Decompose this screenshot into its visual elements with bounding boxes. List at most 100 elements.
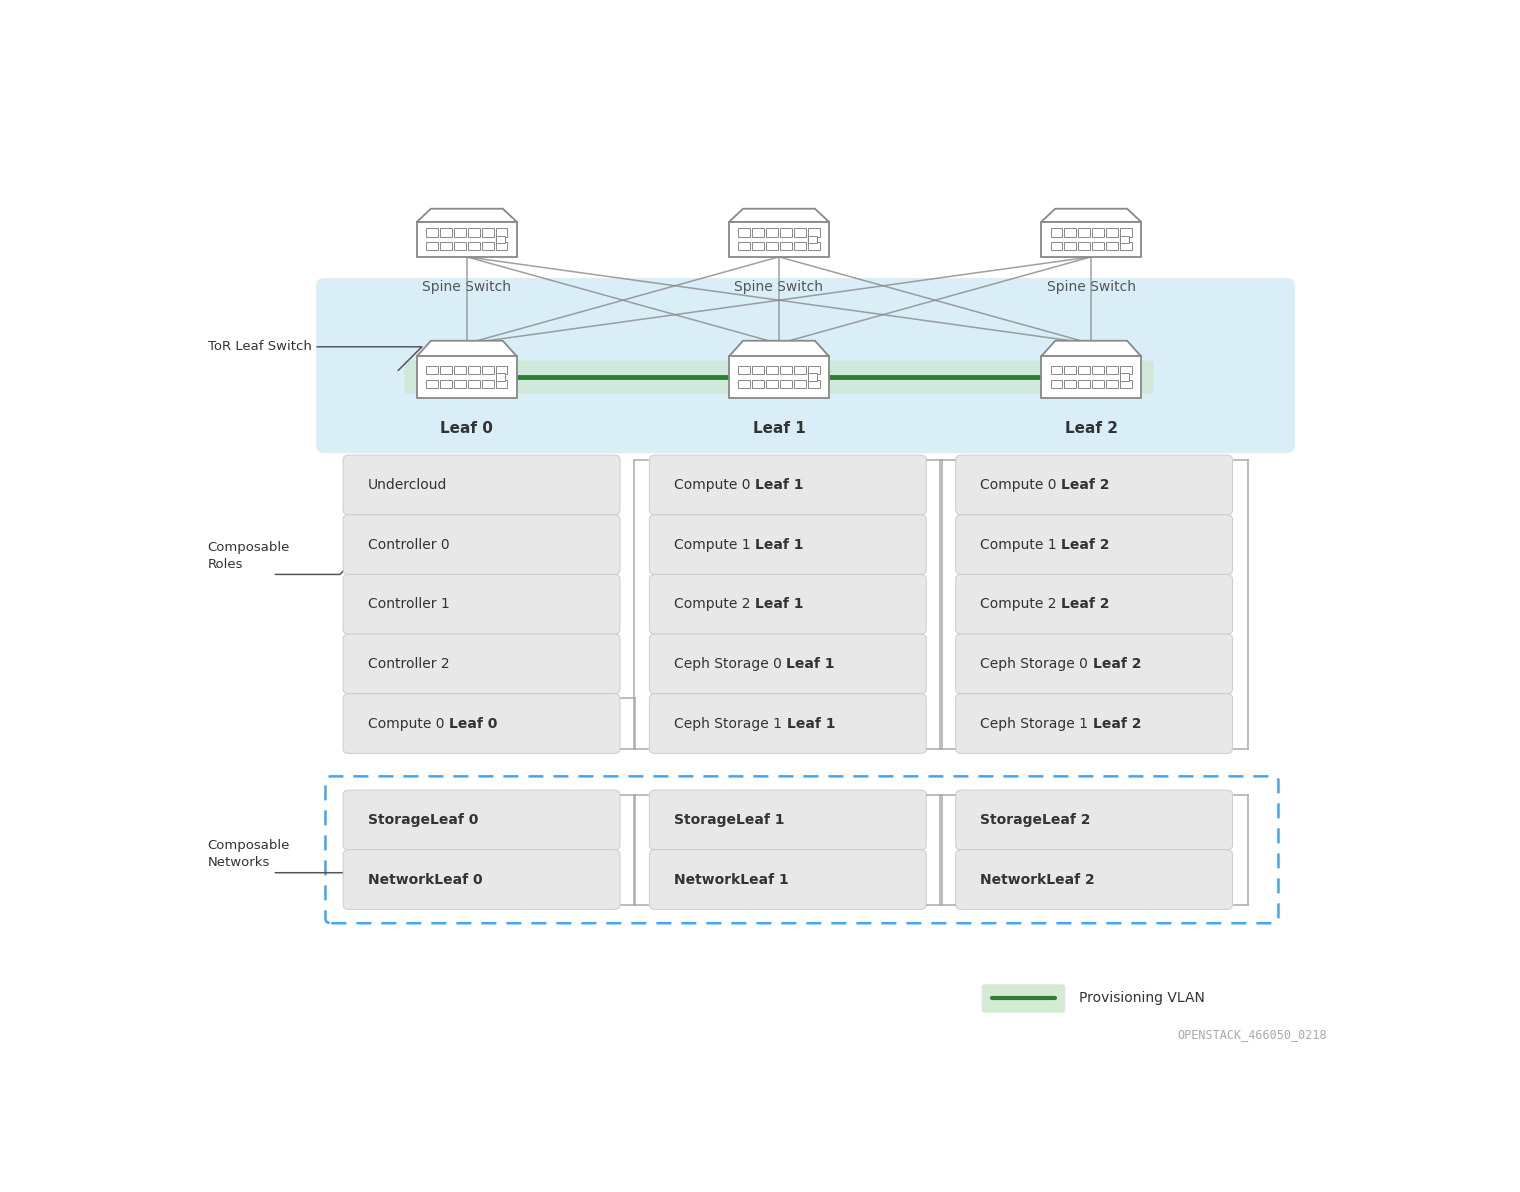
Text: Leaf 2: Leaf 2 (1061, 478, 1110, 492)
FancyBboxPatch shape (649, 850, 926, 909)
FancyBboxPatch shape (780, 242, 792, 250)
FancyBboxPatch shape (482, 229, 494, 237)
FancyBboxPatch shape (807, 366, 819, 374)
FancyBboxPatch shape (1064, 229, 1076, 237)
FancyBboxPatch shape (807, 373, 818, 380)
Text: Leaf 1: Leaf 1 (755, 597, 804, 611)
FancyBboxPatch shape (404, 360, 1154, 393)
Text: Compute 2: Compute 2 (980, 597, 1061, 611)
FancyBboxPatch shape (766, 229, 778, 237)
FancyBboxPatch shape (1107, 229, 1117, 237)
Text: Ceph Storage 1: Ceph Storage 1 (675, 716, 786, 731)
Text: StorageLeaf 1: StorageLeaf 1 (675, 813, 784, 827)
FancyBboxPatch shape (793, 229, 806, 237)
Text: Leaf 2: Leaf 2 (1093, 657, 1142, 671)
Text: Compute 2: Compute 2 (675, 597, 755, 611)
FancyBboxPatch shape (1120, 380, 1132, 389)
Polygon shape (730, 341, 828, 356)
FancyBboxPatch shape (1078, 366, 1090, 374)
FancyBboxPatch shape (454, 242, 465, 250)
Text: Leaf 2: Leaf 2 (1064, 421, 1117, 436)
Text: Leaf 1: Leaf 1 (786, 657, 834, 671)
FancyBboxPatch shape (752, 229, 765, 237)
FancyBboxPatch shape (468, 366, 480, 374)
FancyBboxPatch shape (496, 373, 505, 380)
FancyBboxPatch shape (441, 380, 451, 389)
FancyBboxPatch shape (344, 634, 620, 694)
FancyBboxPatch shape (1107, 366, 1117, 374)
FancyBboxPatch shape (482, 242, 494, 250)
Text: Leaf 1: Leaf 1 (752, 421, 806, 436)
FancyBboxPatch shape (468, 242, 480, 250)
FancyBboxPatch shape (496, 242, 508, 250)
FancyBboxPatch shape (441, 242, 451, 250)
FancyBboxPatch shape (426, 229, 438, 237)
Text: Leaf 2: Leaf 2 (1093, 716, 1142, 731)
FancyBboxPatch shape (752, 242, 765, 250)
Text: Leaf 1: Leaf 1 (786, 716, 834, 731)
FancyBboxPatch shape (1064, 380, 1076, 389)
FancyBboxPatch shape (956, 850, 1233, 909)
FancyBboxPatch shape (766, 366, 778, 374)
FancyBboxPatch shape (426, 380, 438, 389)
FancyBboxPatch shape (1093, 380, 1104, 389)
FancyBboxPatch shape (766, 242, 778, 250)
Text: Spine Switch: Spine Switch (423, 280, 511, 293)
FancyBboxPatch shape (454, 380, 465, 389)
FancyBboxPatch shape (730, 222, 828, 256)
Text: Leaf 1: Leaf 1 (755, 478, 804, 492)
Text: Undercloud: Undercloud (368, 478, 447, 492)
FancyBboxPatch shape (468, 380, 480, 389)
FancyBboxPatch shape (739, 366, 751, 374)
FancyBboxPatch shape (1064, 366, 1076, 374)
FancyBboxPatch shape (982, 985, 1066, 1013)
FancyBboxPatch shape (739, 229, 751, 237)
Polygon shape (416, 209, 517, 222)
Text: Compute 0: Compute 0 (675, 478, 755, 492)
Text: Leaf 0: Leaf 0 (441, 421, 494, 436)
FancyBboxPatch shape (1078, 229, 1090, 237)
Text: NetworkLeaf 2: NetworkLeaf 2 (980, 873, 1096, 887)
Polygon shape (416, 341, 517, 356)
FancyBboxPatch shape (956, 575, 1233, 634)
FancyBboxPatch shape (1050, 366, 1062, 374)
Text: Ceph Storage 0: Ceph Storage 0 (980, 657, 1093, 671)
FancyBboxPatch shape (739, 242, 751, 250)
Text: Controller 0: Controller 0 (368, 538, 450, 552)
FancyBboxPatch shape (807, 236, 818, 243)
Text: OPENSTACK_466050_0218: OPENSTACK_466050_0218 (1176, 1028, 1327, 1041)
FancyBboxPatch shape (649, 634, 926, 694)
FancyBboxPatch shape (780, 229, 792, 237)
FancyBboxPatch shape (1078, 242, 1090, 250)
FancyBboxPatch shape (344, 850, 620, 909)
FancyBboxPatch shape (649, 515, 926, 575)
FancyBboxPatch shape (468, 229, 480, 237)
FancyBboxPatch shape (956, 790, 1233, 850)
Text: Spine Switch: Spine Switch (1047, 280, 1135, 293)
FancyBboxPatch shape (454, 229, 465, 237)
FancyBboxPatch shape (482, 380, 494, 389)
Text: Compute 0: Compute 0 (980, 478, 1061, 492)
FancyBboxPatch shape (344, 515, 620, 575)
Text: NetworkLeaf 0: NetworkLeaf 0 (368, 873, 482, 887)
FancyBboxPatch shape (649, 575, 926, 634)
Text: Spine Switch: Spine Switch (734, 280, 824, 293)
FancyBboxPatch shape (766, 380, 778, 389)
FancyBboxPatch shape (441, 229, 451, 237)
FancyBboxPatch shape (1093, 229, 1104, 237)
FancyBboxPatch shape (780, 380, 792, 389)
Text: Controller 2: Controller 2 (368, 657, 450, 671)
FancyBboxPatch shape (344, 694, 620, 753)
FancyBboxPatch shape (793, 380, 806, 389)
FancyBboxPatch shape (496, 366, 508, 374)
FancyBboxPatch shape (1050, 242, 1062, 250)
FancyBboxPatch shape (1093, 366, 1104, 374)
FancyBboxPatch shape (1050, 229, 1062, 237)
FancyBboxPatch shape (649, 455, 926, 515)
FancyBboxPatch shape (956, 694, 1233, 753)
FancyBboxPatch shape (426, 242, 438, 250)
FancyBboxPatch shape (956, 515, 1233, 575)
FancyBboxPatch shape (1093, 242, 1104, 250)
FancyBboxPatch shape (316, 278, 1295, 453)
FancyBboxPatch shape (807, 229, 819, 237)
